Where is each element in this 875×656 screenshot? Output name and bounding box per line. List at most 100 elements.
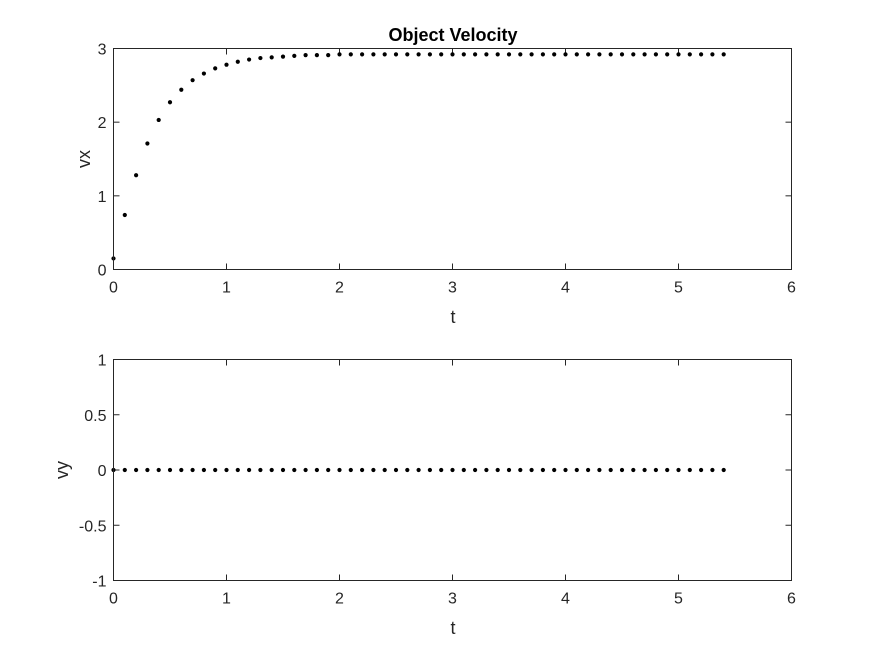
vx-ytick-label: 1 [98,189,107,206]
vy-data-point [258,467,263,473]
vy-data-point [653,467,659,473]
vx-xtick-label: 0 [109,280,118,297]
vy-data-point [699,467,704,473]
vx-data-point [258,55,263,61]
vx-data-point [597,52,602,57]
vy-data-point [574,467,579,473]
vy-data-point [269,467,274,473]
vy-data-point [145,467,150,473]
vx-data-point [710,52,715,57]
vx-data-point [687,52,692,57]
vx-data-point [586,52,591,57]
vy-data-point [642,467,647,473]
vx-xtick-label: 5 [674,280,683,297]
vy-data-point [484,467,489,473]
subplot-vy-points [111,467,726,473]
subplot-vy-axes-box [113,359,792,581]
vy-data-point [540,467,546,473]
vy-ytick-label: 1 [98,353,107,370]
vy-data-point [190,467,195,473]
vy-data-point [631,467,636,473]
vy-data-point [405,467,410,473]
vy-data-point [710,467,715,473]
vx-ytick-label: 3 [98,42,107,59]
vx-data-point [145,141,150,146]
vy-ytick-label: -1 [92,574,106,591]
vy-data-point [393,467,399,473]
vy-data-point [224,467,229,473]
vx-data-point [518,52,523,57]
vy-data-point [552,467,557,473]
vx-data-point [156,117,161,123]
vx-data-point [326,53,331,58]
vy-data-point [314,467,319,473]
vx-data-point [427,52,432,57]
vy-data-point [619,467,625,473]
vx-data-point [676,52,681,57]
vx-ytick-label: 2 [98,115,107,132]
vy-data-point [506,467,512,473]
subplot-vy-ylabel: vy [52,461,72,479]
vx-data-point [653,52,659,57]
subplot-vx-xlabel: t [450,307,455,327]
vx-data-point [405,52,410,57]
vx-data-point [484,52,489,57]
vx-xtick-label: 1 [222,280,231,297]
vx-data-point [167,100,173,105]
vx-data-point [382,52,387,57]
vx-data-point [393,52,399,57]
vx-xtick-label: 4 [561,280,570,297]
vy-data-point [473,467,478,473]
vx-data-point [179,87,184,92]
vx-data-point [416,52,421,57]
vx-data-point [506,52,512,57]
vx-data-point [642,52,647,57]
vy-data-point [360,467,365,473]
vx-data-point [314,53,319,58]
vx-data-point [247,57,252,62]
vy-data-point [371,467,376,473]
vx-data-point [631,52,636,57]
vy-data-point [348,467,353,473]
vx-data-point [303,53,308,58]
subplot-vy-xlabel: t [450,618,455,638]
vy-xtick-label: 5 [674,591,683,608]
subplot-vx: Object Velocity 0 1 2 3 4 5 6 0 1 2 3 t vx [74,25,796,327]
vy-data-point [665,467,670,473]
vy-xtick-label: 0 [109,591,118,608]
vx-data-point [699,52,704,57]
vy-data-point [235,467,240,473]
vx-data-point [665,52,670,57]
vy-data-point [303,467,308,473]
subplot-vx-axes-box [113,48,792,270]
vy-data-point [427,467,432,473]
vx-data-point [269,55,274,60]
vy-data-point [586,467,591,473]
vx-data-point [292,53,297,58]
vy-data-point [439,467,444,473]
vx-data-point [224,62,229,67]
vy-data-point [247,467,252,473]
subplot-vx-ticks: 0 1 2 3 4 5 6 0 1 2 3 [98,42,796,297]
vx-data-point [574,52,579,57]
vx-xtick-label: 3 [448,280,457,297]
vy-data-point [676,467,681,473]
vx-data-point [608,52,613,57]
vx-ytick-label: 0 [98,263,107,280]
subplot-vx-points [111,52,726,261]
vy-data-point [687,467,692,473]
vy-data-point [156,467,161,473]
vy-data-point [518,467,523,473]
vy-data-point [450,467,455,473]
vx-data-point [134,173,139,178]
chart-title: Object Velocity [388,25,517,45]
vx-data-point [461,52,466,57]
vx-data-point [280,54,286,59]
vy-data-point [416,467,421,473]
subplot-vy: 0 1 2 3 4 5 6 -1 -0.5 0 0.5 1 t vy [52,353,796,639]
vx-data-point [190,78,195,83]
vy-data-point [495,467,500,473]
vx-data-point [371,52,376,57]
